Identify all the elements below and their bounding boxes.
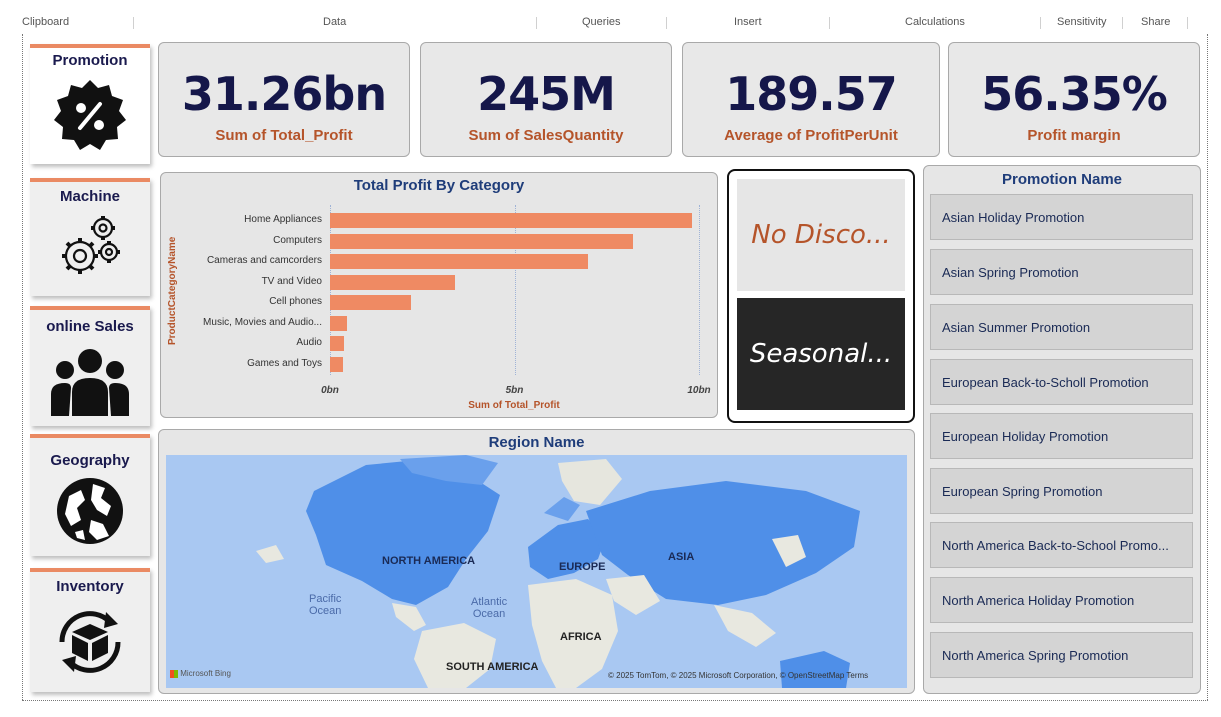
nav-tile-label: Promotion [52,52,128,69]
promotion-list-item[interactable]: North America Spring Promotion [930,632,1193,678]
kpi-label: Sum of SalesQuantity [468,127,624,144]
x-axis-title: Sum of Total_Profit [468,400,560,411]
kpi-label: Profit margin [1027,127,1121,144]
promotion-list-item[interactable]: European Spring Promotion [930,468,1193,514]
ribbon-group-share[interactable]: Share [1141,16,1171,28]
slicer-option-label: Seasonal... [749,339,893,369]
kpi-card-profit-per-unit[interactable]: 189.57 Average of ProfitPerUnit [682,42,940,157]
bar[interactable] [330,274,456,290]
ribbon-separator [536,17,537,29]
promotion-list-item[interactable]: North America Back-to-School Promo... [930,522,1193,568]
world-map[interactable] [166,455,907,688]
kpi-value: 245M [477,67,616,121]
ribbon-separator [666,17,667,29]
ribbon-separator [1040,17,1041,29]
category-label: Music, Movies and Audio... [203,316,322,328]
ribbon-group-data[interactable]: Data [323,16,347,28]
ribbon-separator [829,17,830,29]
nav-tile-label: Machine [59,188,120,205]
nav-tile-online-sales[interactable]: online Sales [30,306,150,426]
globe-icon [57,478,123,544]
map-label-pacific-ocean: Pacific Ocean [309,593,342,617]
kpi-card-profit-margin[interactable]: 56.35% Profit margin [948,42,1200,157]
map-title: Region Name [488,434,585,451]
category-label: Audio [296,337,322,348]
chart-plot-area: 0bn 5bn 10bn Home Appliances Computers Camera… [161,173,719,419]
bar[interactable] [330,336,345,351]
report-canvas [22,34,1208,700]
ribbon-bar: Clipboard Data Queries Insert Calculatio… [0,0,1221,30]
bar[interactable] [330,213,692,228]
promotion-list-item[interactable]: European Holiday Promotion [930,413,1193,459]
category-label: Cameras and camcorders [206,255,322,266]
kpi-value: 31.26bn [181,67,387,121]
category-label: Games and Toys [247,357,322,369]
microsoft-bing-logo: Microsoft Bing [170,669,231,678]
map-label-south-america: SOUTH AMERICA [446,661,539,673]
y-axis-title: ProductCategoryName [167,236,178,345]
bar[interactable] [330,315,347,331]
ribbon-separator [1187,17,1188,29]
map-label-atlantic-ocean: Atlantic Ocean [471,596,508,620]
ribbon-group-queries[interactable]: Queries [582,16,621,28]
category-label: TV and Video [261,275,322,287]
slicer-option-label: No Disco... [751,220,891,250]
map-label-europe: EUROPE [559,561,606,573]
users-group-icon [51,349,129,416]
nav-tile-label: Inventory [56,578,124,595]
map-brand-label: Microsoft Bing [180,669,231,678]
promotion-list-item[interactable]: Asian Summer Promotion [930,304,1193,350]
slicer-option-seasonal[interactable]: Seasonal... [737,298,905,410]
promotion-list-item[interactable]: Asian Spring Promotion [930,249,1193,295]
x-tick-label: 10bn [687,385,711,396]
promotion-list-item[interactable]: North America Holiday Promotion [930,577,1193,623]
map-label-asia: ASIA [668,551,695,563]
ribbon-group-calculations[interactable]: Calculations [905,16,965,28]
nav-tile-label: online Sales [46,318,134,335]
kpi-value: 189.57 [725,67,898,121]
ribbon-group-insert[interactable]: Insert [734,16,762,28]
map-label-north-america: NORTH AMERICA [382,555,476,567]
map-label-africa: AFRICA [560,631,602,643]
bar[interactable] [330,233,633,249]
category-label: Cell phones [269,296,322,307]
kpi-card-sales-quantity[interactable]: 245M Sum of SalesQuantity [420,42,672,157]
map-attribution[interactable]: © 2025 TomTom, © 2025 Microsoft Corporat… [608,671,869,680]
nav-tile-label: Geography [50,452,130,469]
microsoft-logo-icon [170,669,178,678]
x-tick-label: 0bn [321,385,339,396]
ribbon-separator [133,17,134,29]
ribbon-separator [1122,17,1123,29]
ribbon-group-sensitivity[interactable]: Sensitivity [1057,16,1107,28]
nav-tile-machine[interactable]: Machine [30,178,150,296]
percent-badge-icon [54,80,126,150]
bar[interactable] [330,356,343,372]
promotion-list-title: Promotion Name [1001,171,1122,188]
category-label: Home Appliances [244,214,322,225]
category-label: Computers [273,234,322,246]
promotion-list-item[interactable]: Asian Holiday Promotion [930,194,1193,240]
x-tick-label: 5bn [505,385,524,396]
nav-tile-promotion[interactable]: Promotion [30,44,150,164]
report-canvas-border [22,700,1208,701]
x-gridline [514,205,516,375]
kpi-value: 56.35% [981,67,1168,121]
bar[interactable] [330,295,412,310]
nav-tile-geography[interactable]: Geography [30,434,150,556]
box-cycle-icon [59,611,121,673]
x-gridline [699,205,700,375]
kpi-label: Average of ProfitPerUnit [724,127,898,144]
slicer-option-no-discount[interactable]: No Disco... [737,179,905,291]
kpi-label: Sum of Total_Profit [215,127,353,144]
ribbon-group-clipboard[interactable]: Clipboard [22,16,70,28]
bar-chart-panel[interactable]: Total Profit By Category 0bn 5bn 10bn Home … [160,172,718,418]
x-gridline [330,205,331,375]
promotion-list-item[interactable]: European Back-to-Scholl Promotion [930,359,1193,405]
kpi-card-total-profit[interactable]: 31.26bn Sum of Total_Profit [158,42,410,157]
discount-type-slicer: No Disco... Seasonal... [727,169,915,423]
bar[interactable] [330,254,589,269]
nav-tile-inventory[interactable]: Inventory [30,568,150,692]
chart-title: Total Profit By Category [353,177,525,194]
gears-icon [62,216,120,274]
